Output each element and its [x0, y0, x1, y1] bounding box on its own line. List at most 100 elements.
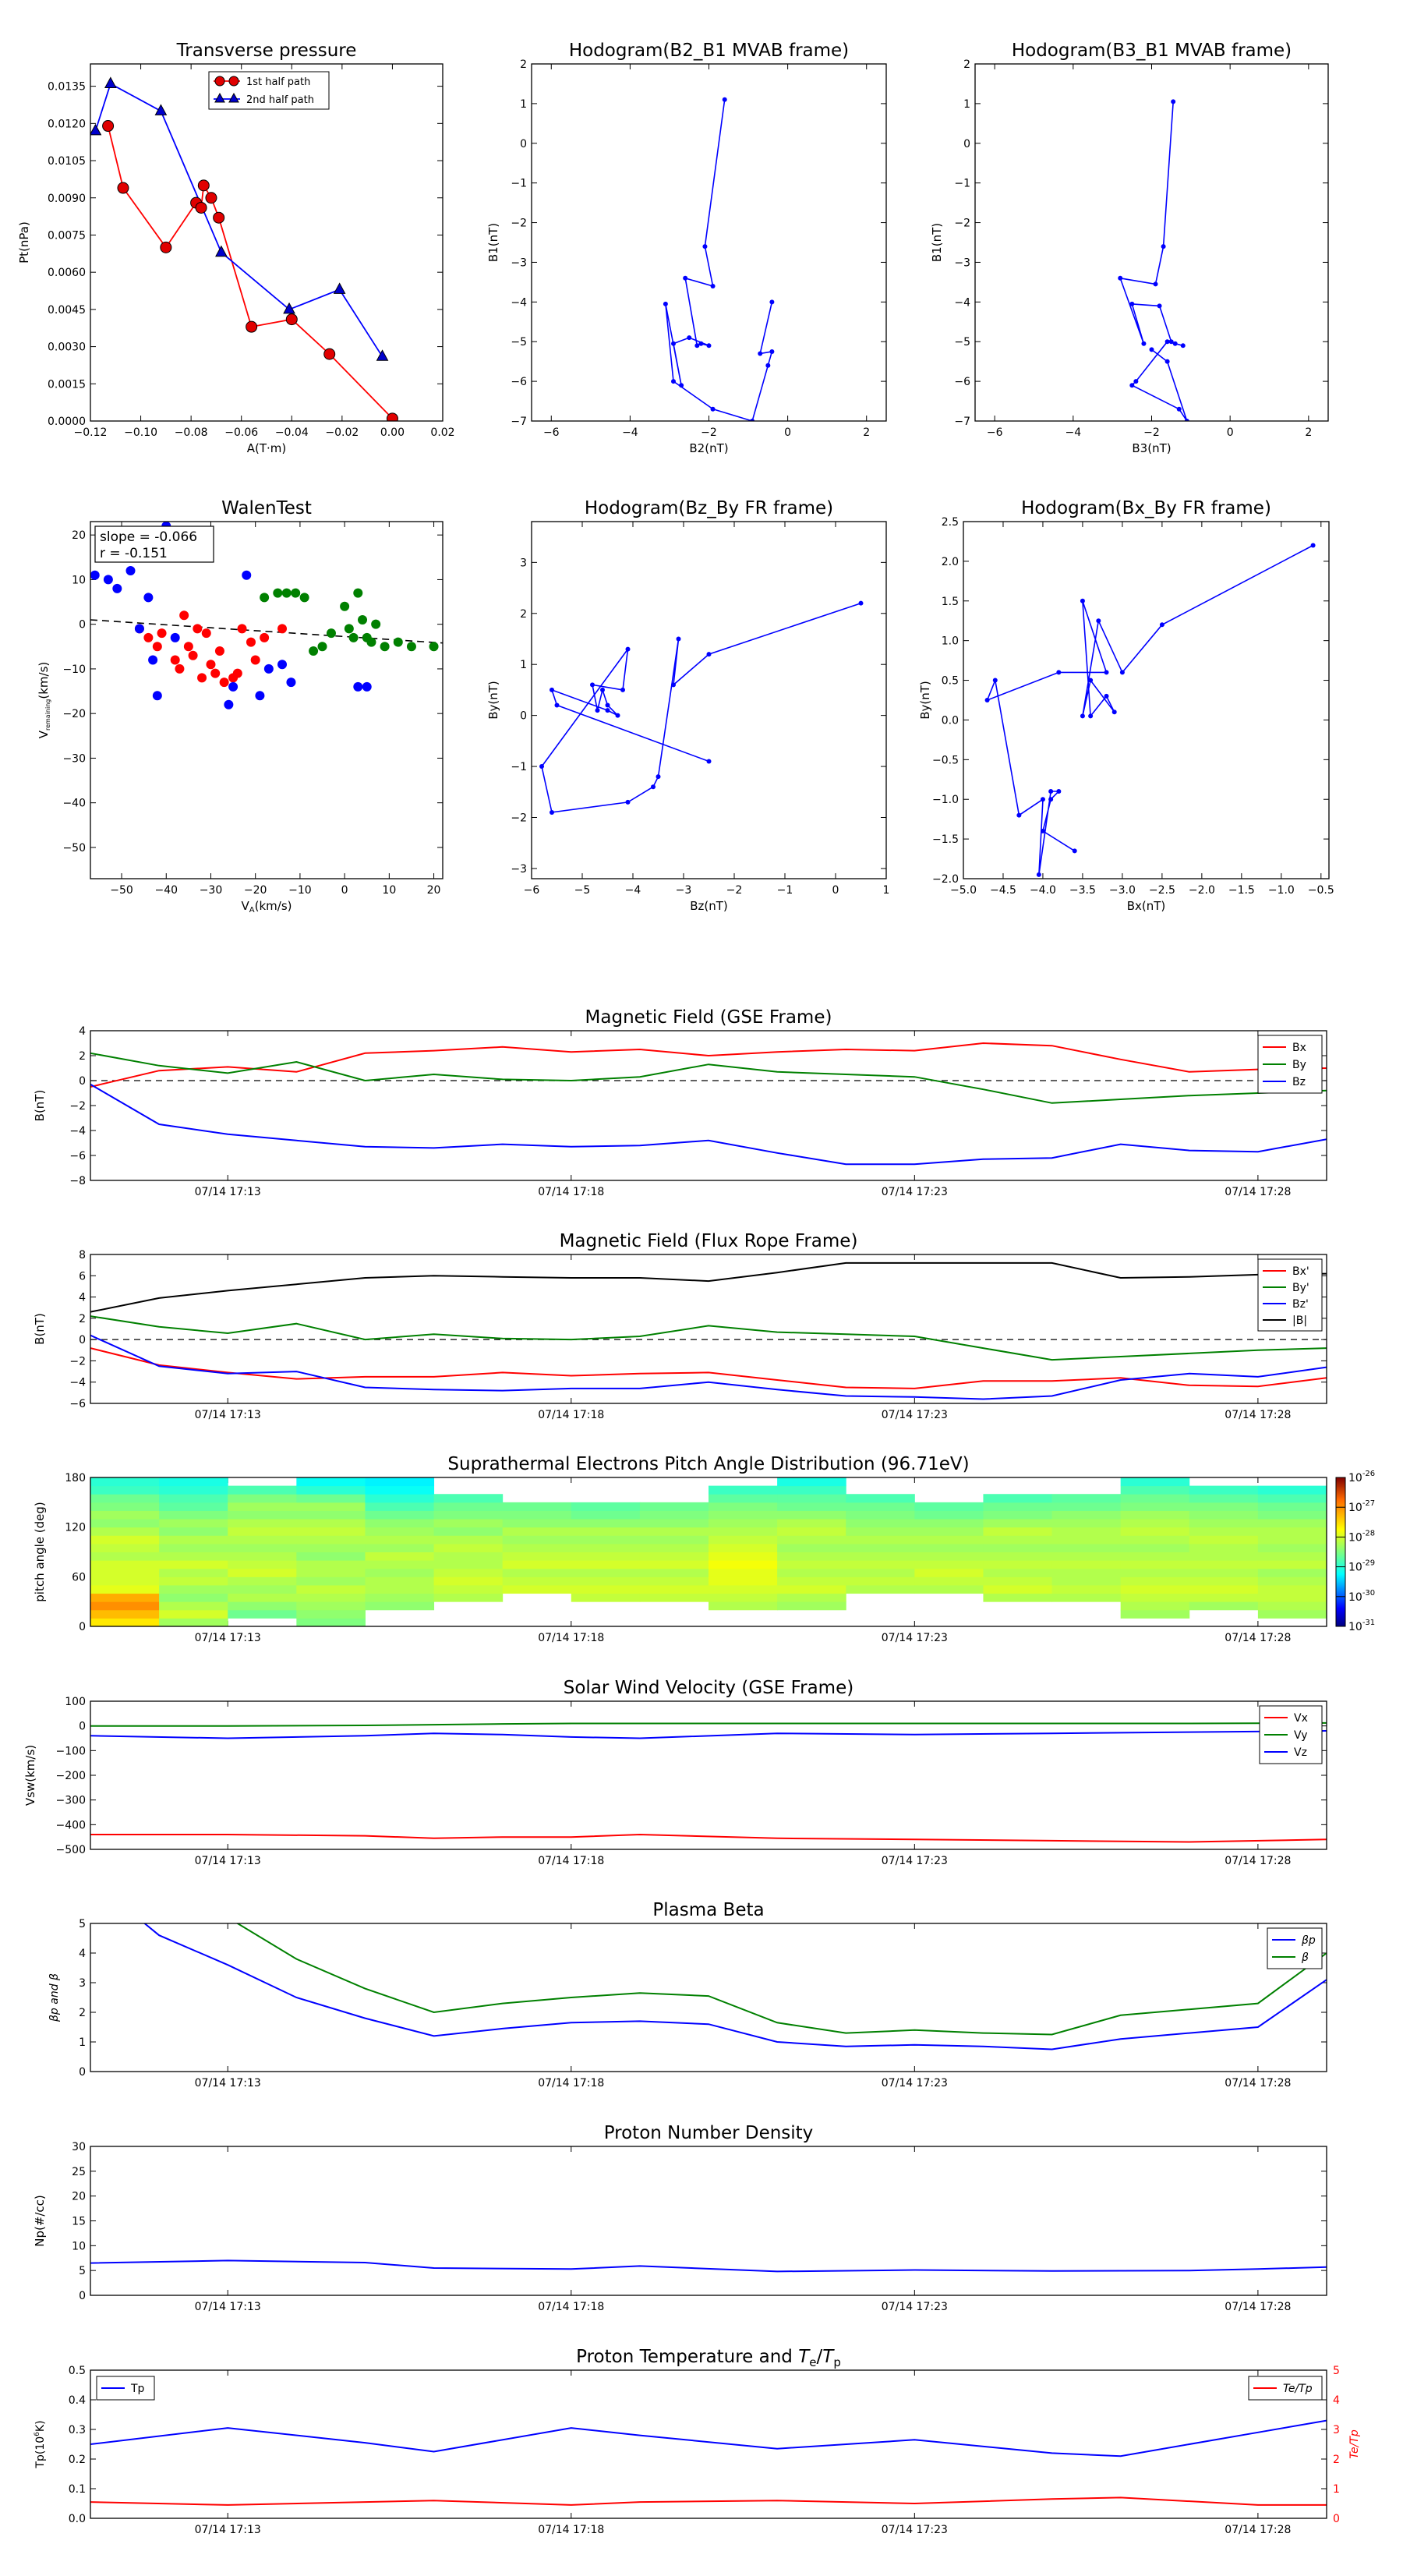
walen-point-blue — [148, 655, 158, 665]
pad-cell — [1257, 1485, 1327, 1495]
pad-cell — [433, 1560, 504, 1569]
pad-cell — [914, 1502, 984, 1511]
hodogram-b3-b1-point — [1171, 99, 1176, 104]
hodogram-b2-b1-ytick-label: −2 — [511, 218, 527, 230]
plasma-beta-legend-label: βp — [1301, 1934, 1316, 1947]
pad-cell — [1189, 1543, 1259, 1552]
pad-cell — [1257, 1601, 1327, 1611]
pad-cell — [914, 1576, 984, 1586]
pad-cell — [1189, 1584, 1259, 1594]
pad-cell — [777, 1543, 846, 1552]
pad-cell — [777, 1510, 846, 1520]
proton-density-axes-border — [90, 2146, 1327, 2296]
walen-point-blue — [255, 691, 265, 701]
pitch-angle-distribution-title: Suprathermal Electrons Pitch Angle Distr… — [447, 1454, 969, 1474]
pad-cell — [365, 1552, 435, 1561]
hodogram-bz-by-point — [605, 708, 610, 713]
pt-2nd-half-marker — [333, 282, 346, 294]
hodogram-b2-b1-point — [706, 343, 712, 349]
pad-cell — [90, 1510, 160, 1520]
magnetic-field-fr-axes-border — [90, 1254, 1327, 1404]
pad-cell — [1189, 1576, 1259, 1586]
pad-cell — [571, 1510, 641, 1520]
hodogram-b3-b1-series-line — [1119, 101, 1188, 421]
hodogram-bz-by-ytick-label: 0 — [520, 710, 527, 723]
hodogram-bx-by-xtick-label: −3.5 — [1069, 884, 1096, 897]
hodogram-bz-by-xtick-label: −1 — [777, 884, 793, 897]
walen-point-blue — [228, 681, 239, 692]
hodogram-bx-by-point — [1056, 670, 1062, 675]
walen-point-blue — [134, 624, 144, 634]
pad-colorbar-label: 10-27 — [1348, 1499, 1375, 1514]
walen-point-blue — [103, 575, 113, 585]
hodogram-bx-by-point — [1111, 709, 1117, 715]
plasma-beta-legend-box — [1267, 1927, 1323, 1969]
proton-density-xtick-label: 07/14 17:18 — [538, 2301, 604, 2313]
transverse-pressure-ytick-label: 0.0030 — [48, 341, 86, 354]
hodogram-b3-b1-panel: Hodogram(B3_B1 MVAB frame) −6 −4 −2 0 2 −7 −6 −5… — [930, 41, 1329, 455]
proton-density-ytick-label: 0 — [79, 2290, 86, 2302]
pad-cell — [709, 1576, 778, 1586]
pad-cell — [159, 1609, 228, 1619]
pt-2nd-half-marker — [90, 123, 102, 136]
walen-test-ytick-label: −50 — [62, 842, 86, 855]
transverse-pressure-panel: Transverse pressure −0.12 −0.10 −0.08 −0.06 −… — [17, 41, 455, 455]
walen-xlabel-main: V — [242, 899, 250, 913]
pad-cell — [846, 1568, 915, 1577]
hodogram-bx-by-ytick-label: −1.0 — [932, 794, 959, 806]
magnetic-field-fr-ytick-label: 6 — [79, 1270, 86, 1283]
pad-cell — [159, 1543, 228, 1552]
pad-cell — [1257, 1543, 1327, 1552]
hodogram-bx-by-point — [1036, 872, 1041, 877]
pitch-angle-distribution-xtick-label: 07/14 17:13 — [195, 1632, 261, 1644]
hodogram-b2-b1-ytick-label: 2 — [520, 58, 527, 71]
walen-test-xtick-label: −10 — [288, 884, 312, 897]
solar-wind-velocity-ytick-label: −500 — [56, 1844, 86, 1856]
hodogram-b3-b1-point — [1149, 347, 1154, 352]
pad-cell — [296, 1477, 366, 1487]
pad-cell — [709, 1494, 778, 1503]
magnetic-field-fr-series-bz-line — [90, 1334, 1327, 1400]
pad-cell — [1257, 1494, 1327, 1503]
walen-point-red — [157, 628, 167, 639]
plasma-beta-xtick-label: 07/14 17:13 — [195, 2077, 261, 2089]
proton-temperature-ytick-label: 0.5 — [69, 2365, 86, 2377]
pad-cell — [571, 1527, 641, 1536]
hodogram-bz-by-xtick-label: −4 — [625, 884, 641, 897]
hodogram-b3-b1-axes-border — [974, 63, 1329, 422]
pad-cell — [1120, 1502, 1190, 1511]
walen-point-red — [179, 610, 189, 621]
hodogram-bx-by-ytick-label: −2.0 — [932, 873, 959, 886]
plasma-beta-ytick-label: 0 — [79, 2066, 86, 2079]
hodogram-bz-by-point — [651, 784, 656, 790]
plasma-beta-ytick-label: 2 — [79, 2007, 86, 2019]
magnetic-field-fr-series-by-line — [90, 1315, 1327, 1361]
hodogram-b3-b1-point — [1184, 419, 1189, 421]
hodogram-b2-b1-point — [687, 335, 692, 341]
pad-cell — [777, 1502, 846, 1511]
proton-temperature-y2tick-label: 5 — [1333, 2365, 1340, 2377]
pad-cell — [296, 1618, 366, 1627]
pad-cell — [228, 1593, 297, 1602]
pad-cell — [502, 1535, 572, 1545]
hodogram-bz-by-xtick-label: −5 — [574, 884, 591, 897]
pad-cell — [228, 1519, 297, 1528]
pad-cell — [228, 1609, 297, 1619]
proton-temperature-series-tp-line — [90, 2419, 1327, 2457]
pt-2nd-half-marker — [104, 76, 117, 88]
pad-cell — [639, 1527, 709, 1536]
pad-cell — [709, 1543, 778, 1552]
proton-density-ytick-label: 10 — [72, 2240, 86, 2252]
hodogram-b3-b1-point — [1172, 341, 1178, 346]
pad-cell — [1120, 1552, 1190, 1561]
magnetic-field-gse-ytick-label: −8 — [69, 1175, 86, 1187]
pad-cell — [639, 1510, 709, 1520]
magnetic-field-gse-ytick-label: 4 — [79, 1025, 86, 1038]
pad-cell — [914, 1519, 984, 1528]
solar-wind-velocity-series-vz-line — [90, 1730, 1327, 1739]
hodogram-b2-b1-xtick-label: 0 — [784, 426, 791, 439]
hodogram-b3-b1-xtick-label: −2 — [1143, 426, 1160, 439]
pad-cell — [296, 1519, 366, 1528]
pt-legend-label-2: 2nd half path — [246, 94, 314, 106]
hodogram-bx-by-point — [1159, 622, 1164, 628]
